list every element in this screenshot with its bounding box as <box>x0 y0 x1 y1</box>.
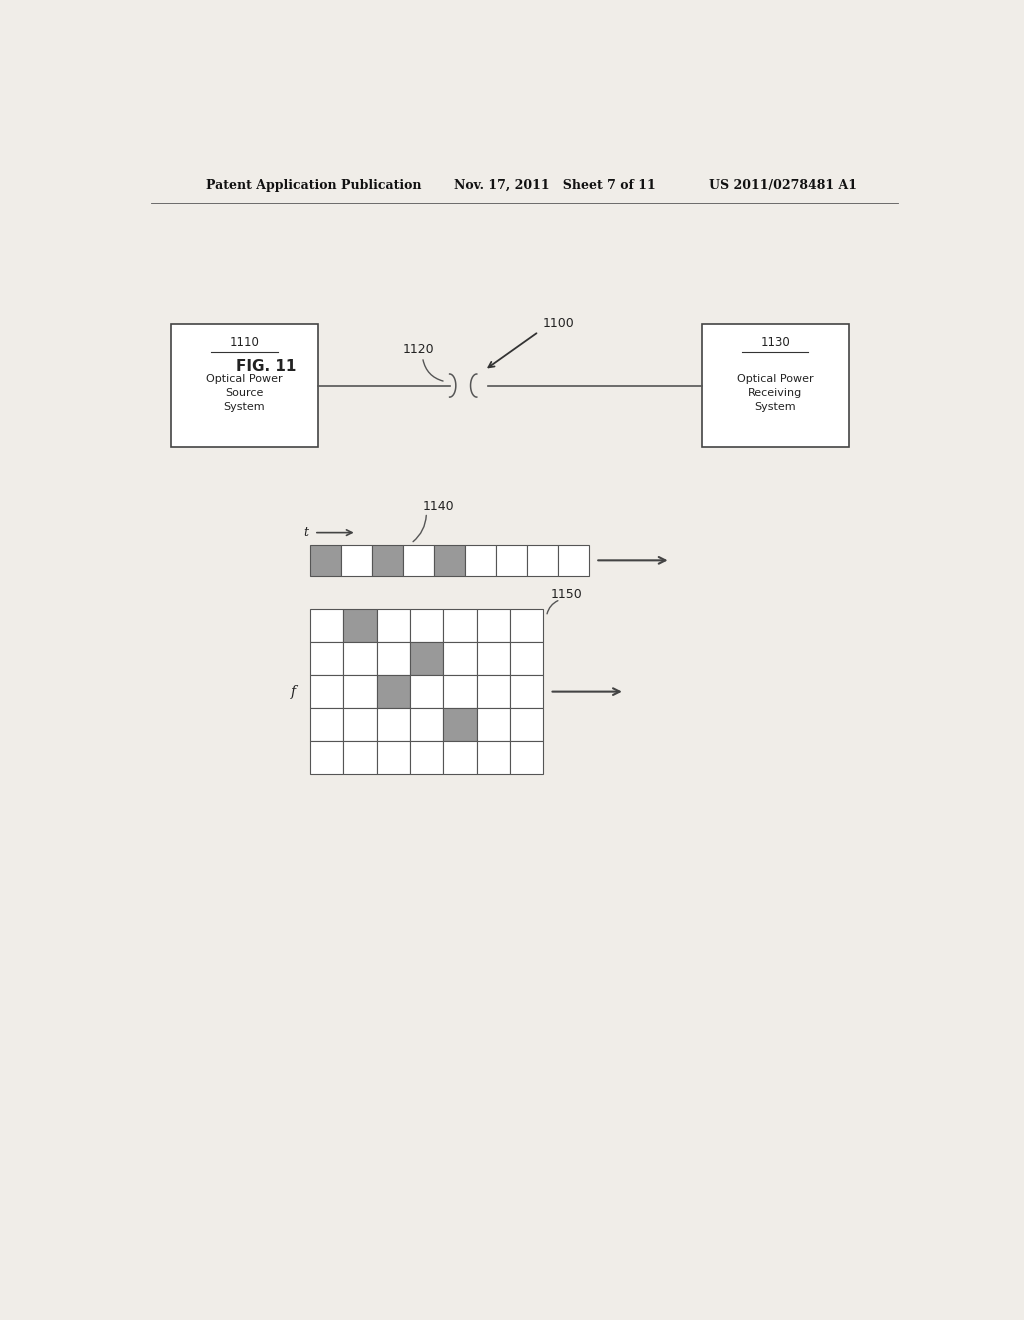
Bar <box>465 545 496 576</box>
Bar <box>434 545 465 576</box>
Bar <box>443 675 477 708</box>
Bar <box>510 675 544 708</box>
Bar <box>477 708 510 742</box>
Bar <box>310 675 343 708</box>
Bar <box>343 675 377 708</box>
Bar <box>310 609 343 642</box>
Text: Optical Power
Receiving
System: Optical Power Receiving System <box>737 375 813 412</box>
Bar <box>343 742 377 775</box>
Bar <box>171 323 317 447</box>
Text: Patent Application Publication: Patent Application Publication <box>206 178 421 191</box>
Bar <box>477 742 510 775</box>
Bar <box>477 642 510 675</box>
Bar <box>310 642 343 675</box>
Bar <box>377 742 410 775</box>
Text: t: t <box>303 527 308 539</box>
Bar <box>410 675 443 708</box>
Bar <box>343 609 377 642</box>
Bar <box>343 642 377 675</box>
Bar <box>310 708 343 742</box>
Text: 1140: 1140 <box>423 500 454 513</box>
Bar <box>527 545 558 576</box>
Bar <box>496 545 527 576</box>
Text: Nov. 17, 2011   Sheet 7 of 11: Nov. 17, 2011 Sheet 7 of 11 <box>454 178 655 191</box>
Bar <box>377 675 410 708</box>
Text: Optical Power
Source
System: Optical Power Source System <box>206 375 283 412</box>
Bar <box>410 642 443 675</box>
Text: 1110: 1110 <box>229 335 259 348</box>
Bar <box>341 545 372 576</box>
Bar <box>377 609 410 642</box>
Text: 1150: 1150 <box>551 589 583 602</box>
Bar <box>443 642 477 675</box>
Bar <box>510 609 544 642</box>
Bar <box>477 675 510 708</box>
Bar <box>510 708 544 742</box>
Bar <box>443 708 477 742</box>
Text: FIG. 11: FIG. 11 <box>237 359 297 374</box>
Bar <box>558 545 589 576</box>
Bar <box>510 642 544 675</box>
Bar <box>343 708 377 742</box>
Bar <box>410 742 443 775</box>
Bar <box>510 742 544 775</box>
Bar <box>410 708 443 742</box>
Bar <box>443 609 477 642</box>
Bar <box>443 742 477 775</box>
Text: US 2011/0278481 A1: US 2011/0278481 A1 <box>710 178 857 191</box>
Bar <box>701 323 849 447</box>
Bar <box>377 642 410 675</box>
Bar <box>477 609 510 642</box>
Bar <box>310 742 343 775</box>
Text: 1120: 1120 <box>403 343 435 356</box>
Bar <box>372 545 403 576</box>
Bar <box>403 545 434 576</box>
Bar <box>410 609 443 642</box>
Text: 1130: 1130 <box>760 335 790 348</box>
Bar <box>310 545 341 576</box>
Text: 1100: 1100 <box>543 317 574 330</box>
Bar <box>377 708 410 742</box>
Text: f: f <box>291 685 296 698</box>
